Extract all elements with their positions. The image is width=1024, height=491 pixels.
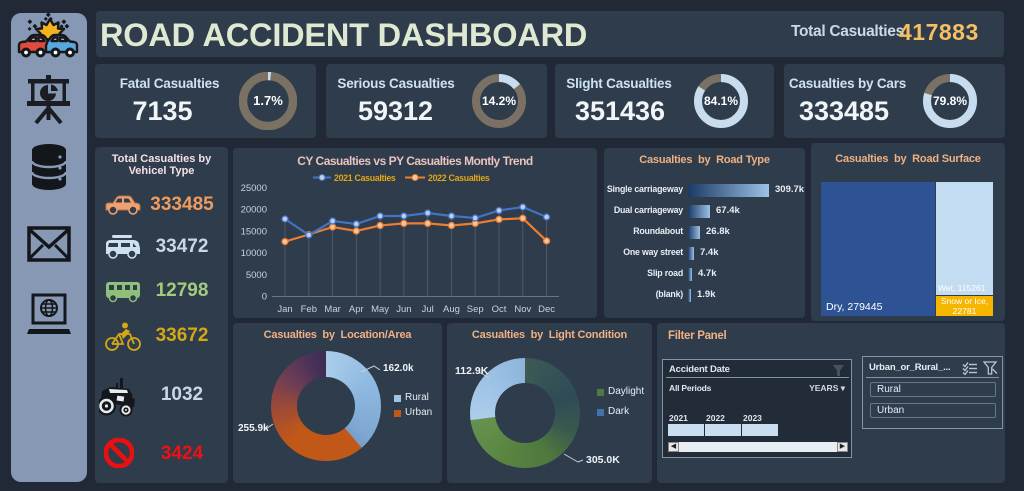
svg-text:Jul: Jul — [422, 304, 434, 315]
svg-text:Jun: Jun — [396, 304, 411, 315]
svg-text:25000: 25000 — [241, 183, 267, 194]
svg-text:May: May — [371, 304, 389, 315]
svg-text:CY Casualties vs PY Casualties: CY Casualties vs PY Casualties Montly Tr… — [297, 154, 533, 168]
svg-text:Apr: Apr — [349, 304, 364, 315]
svg-text:5000: 5000 — [246, 270, 267, 281]
svg-text:0: 0 — [262, 292, 267, 303]
svg-text:Aug: Aug — [443, 304, 460, 315]
svg-text:Jan: Jan — [277, 304, 292, 315]
svg-text:Nov: Nov — [514, 304, 531, 315]
svg-text:15000: 15000 — [241, 226, 267, 237]
svg-text:2021 Casualties: 2021 Casualties — [334, 173, 396, 183]
svg-text:Mar: Mar — [324, 304, 340, 315]
svg-text:20000: 20000 — [241, 205, 267, 216]
svg-text:Sep: Sep — [467, 304, 484, 315]
svg-text:Feb: Feb — [301, 304, 317, 315]
svg-text:10000: 10000 — [241, 248, 267, 259]
svg-text:Oct: Oct — [492, 304, 507, 315]
svg-text:Dec: Dec — [538, 304, 555, 315]
svg-text:2022 Casualties: 2022 Casualties — [428, 173, 490, 183]
